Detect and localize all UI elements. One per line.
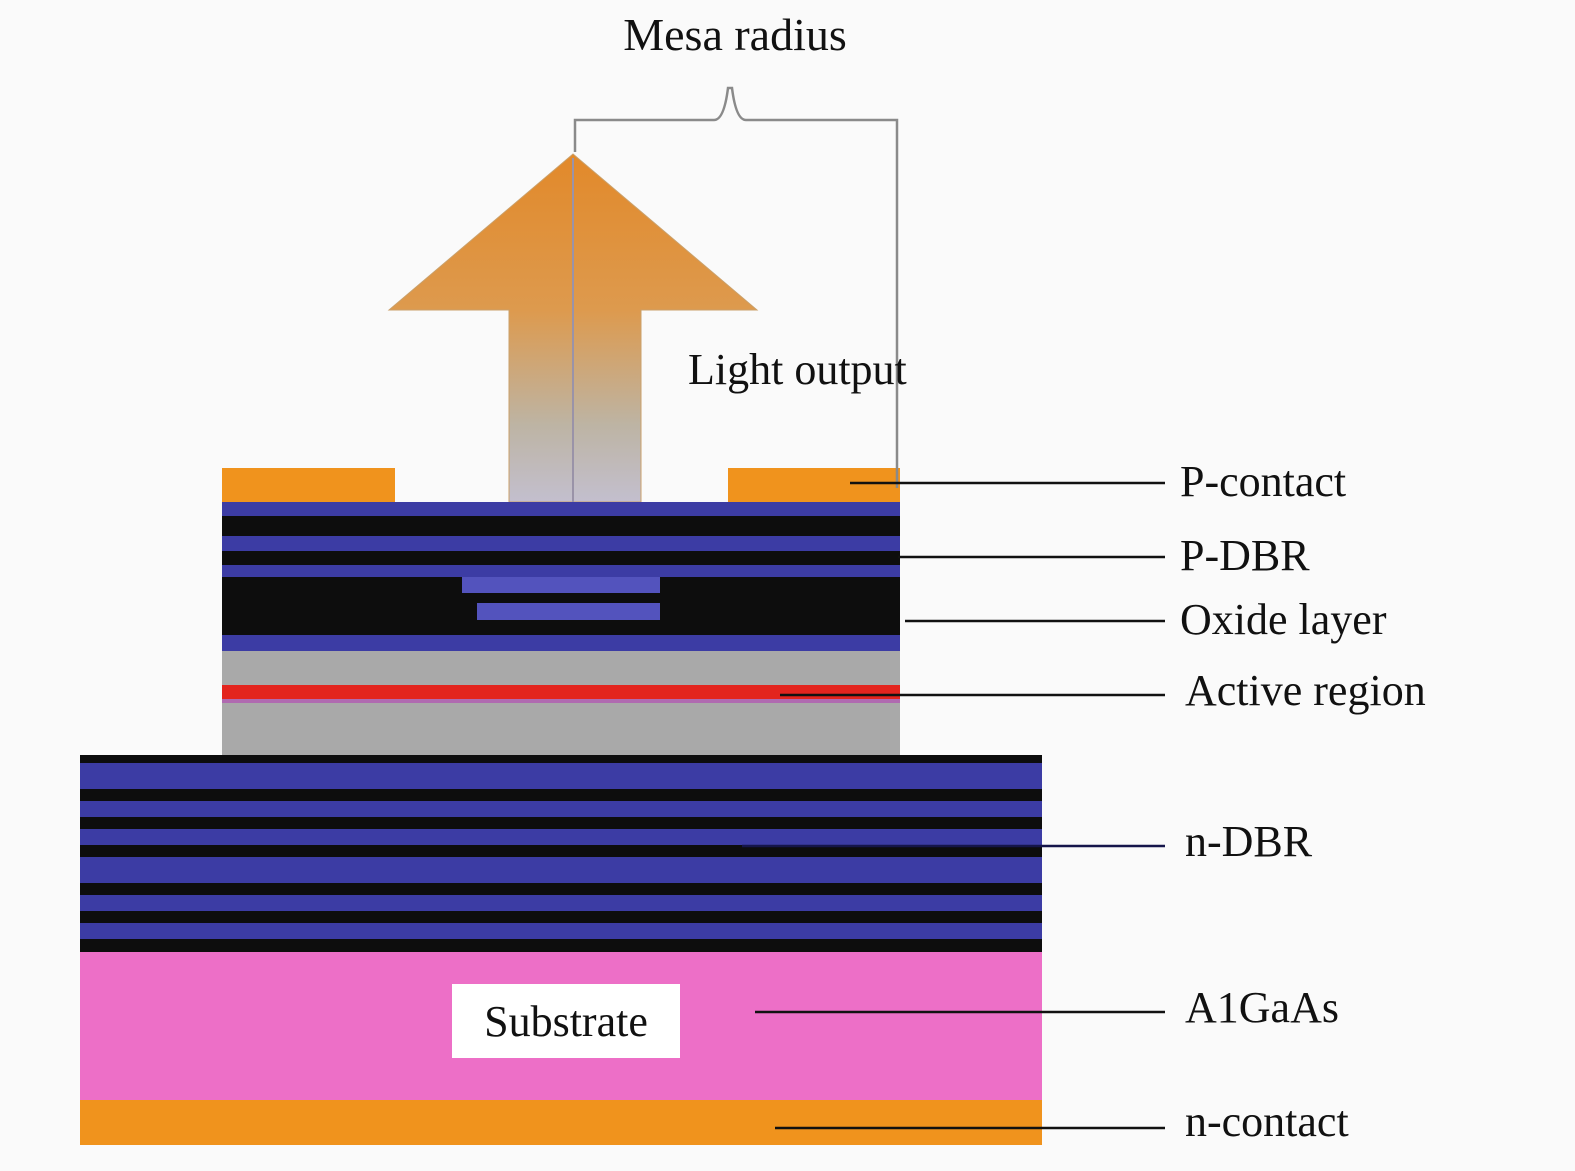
p-dbr-stripe [222, 565, 900, 577]
oxide-aperture [477, 603, 660, 620]
n-dbr-stripe [80, 829, 1042, 845]
n-dbr-stripe [80, 755, 1042, 763]
p-contact-left-block [222, 468, 395, 502]
n-dbr-label: n-DBR [1185, 817, 1313, 866]
n-contact-block [80, 1100, 1042, 1145]
n-dbr-stripe [80, 883, 1042, 895]
n-dbr-stripe [80, 857, 1042, 883]
p-contact-label: P-contact [1180, 457, 1347, 506]
cavity-spacer-block [222, 651, 900, 755]
n-dbr-stripe [80, 801, 1042, 817]
light-output-arrow [387, 153, 759, 503]
n-dbr-stripe [80, 817, 1042, 829]
substrate-block: Substrate [80, 952, 1042, 1100]
n-dbr-stripe [80, 911, 1042, 923]
oxide-layer-label: Oxide layer [1180, 595, 1387, 644]
active-region-line [222, 685, 900, 699]
n-dbr-stripe [80, 789, 1042, 801]
n-dbr-stripe [80, 895, 1042, 911]
oxide-layer-block [222, 577, 900, 635]
p-dbr-stripe [222, 551, 900, 565]
algaas-label: A1GaAs [1185, 983, 1339, 1032]
active-region-label: Active region [1185, 666, 1426, 715]
oxide-aperture [462, 577, 660, 593]
n-dbr-stripe [80, 923, 1042, 939]
p-contact-right-block [728, 468, 900, 502]
n-dbr-stripe [80, 845, 1042, 857]
mesa-stack [222, 468, 900, 755]
n-dbr-block [80, 755, 1042, 952]
p-dbr-stripe [222, 536, 900, 551]
p-contact-row [222, 468, 900, 502]
n-dbr-stripe [80, 939, 1042, 952]
substrate-label-box: Substrate [452, 984, 680, 1058]
n-dbr-stripe [80, 763, 1042, 789]
light-output-label: Light output [688, 345, 907, 394]
substrate-label: Substrate [484, 996, 648, 1046]
active-region-underline [222, 699, 900, 703]
n-contact-label: n-contact [1185, 1097, 1349, 1146]
p-dbr-stripe [222, 502, 900, 516]
mesa-radius-label: Mesa radius [623, 9, 847, 60]
p-dbr-stripe [222, 516, 900, 536]
p-dbr-stripe [222, 635, 900, 651]
p-dbr-label: P-DBR [1180, 531, 1310, 580]
device-base: Substrate [80, 755, 1042, 1145]
